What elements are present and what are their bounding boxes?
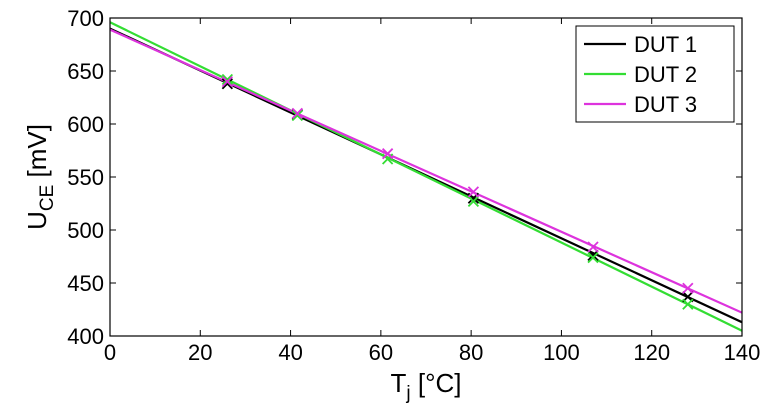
x-tick-label: 120 — [633, 340, 670, 365]
x-tick-label: 140 — [724, 340, 761, 365]
series-2-marker — [381, 153, 394, 165]
legend: DUT 1 DUT 2 DUT 3 — [575, 25, 735, 123]
series-1-marker — [587, 249, 599, 262]
series-2-marker — [291, 109, 303, 122]
y-tick-label: 450 — [67, 271, 104, 296]
x-tick-label: 0 — [104, 340, 116, 365]
x-tick-label: 80 — [459, 340, 483, 365]
legend-label-2: DUT 2 — [634, 62, 697, 87]
y-tick-label: 600 — [67, 112, 104, 137]
y-tick-label: 500 — [67, 218, 104, 243]
y-tick-label: 700 — [67, 6, 104, 31]
series-1-marker — [221, 78, 234, 90]
x-tick-label: 40 — [278, 340, 302, 365]
series-3-marker — [291, 107, 303, 120]
series-3-marker — [221, 75, 234, 88]
x-tick-label: 60 — [369, 340, 393, 365]
y-tick-label: 650 — [67, 59, 104, 84]
x-tick-label: 20 — [188, 340, 212, 365]
series-2-marker — [221, 73, 234, 86]
series-line-3 — [110, 28, 742, 314]
legend-label-1: DUT 1 — [634, 32, 697, 57]
y-axis-label: UCE [mV] — [22, 124, 58, 230]
series-2-marker — [467, 195, 480, 208]
series-line-2 — [110, 21, 742, 332]
x-tick-label: 100 — [543, 340, 580, 365]
x-axis-label: Tj [°C] — [391, 368, 462, 404]
legend-label-3: DUT 3 — [634, 92, 697, 117]
series-3-marker — [587, 241, 599, 253]
series-3-marker — [381, 148, 394, 160]
y-tick-label: 400 — [67, 324, 104, 349]
series-2-marker — [587, 251, 599, 264]
series-2-marker — [682, 298, 694, 310]
series-3-marker — [467, 186, 480, 198]
y-tick-label: 550 — [67, 165, 104, 190]
series-layer — [110, 21, 742, 332]
axes-layer: 0 20 40 60 80 100 120 140 400 450 500 550 600 650 700 — [67, 6, 760, 365]
series-3-marker — [682, 282, 694, 294]
